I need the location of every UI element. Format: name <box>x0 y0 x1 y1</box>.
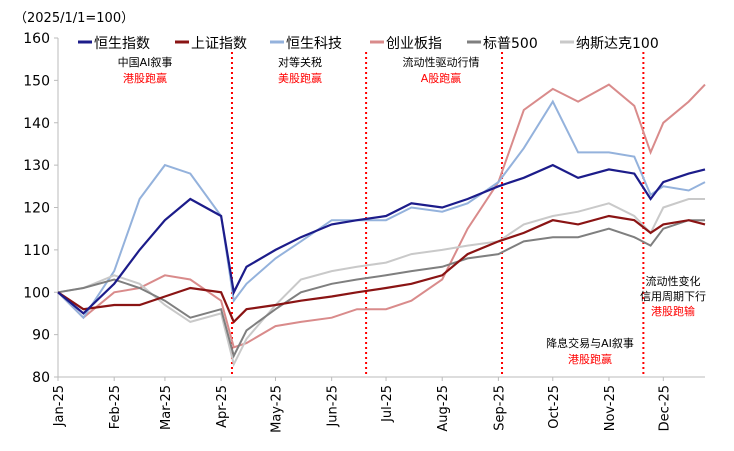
y-tick-label: 130 <box>23 158 50 174</box>
y-tick-label: 150 <box>23 73 50 89</box>
y-tick-label: 100 <box>23 285 50 301</box>
y-tick-label: 110 <box>23 243 50 259</box>
legend-label: 上证指数 <box>191 36 247 52</box>
annotation-text: 对等关税 <box>278 55 322 69</box>
y-tick-label: 80 <box>32 370 50 386</box>
x-tick-label: Nov-25 <box>603 385 618 431</box>
series-line-1 <box>57 214 706 324</box>
annotation-text: 流动性变化 <box>646 274 701 288</box>
x-tick-label: Feb-25 <box>108 385 123 429</box>
x-tick-label: Jul-25 <box>380 385 395 423</box>
annotation-highlight: 港股跑输 <box>651 304 695 318</box>
x-tick-label: Oct-25 <box>547 385 562 429</box>
unit-label: （2025/1/1=100） <box>14 11 134 26</box>
annotation-text: 降息交易与AI叙事 <box>546 336 634 350</box>
legend-label: 恒生科技 <box>286 36 342 52</box>
annotation-text: 信用周期下行 <box>640 290 706 303</box>
series-line-4 <box>57 219 705 359</box>
annotation-highlight: 港股跑赢 <box>568 352 612 366</box>
x-tick-label: Aug-25 <box>436 385 451 432</box>
annotation-text: 中国AI叙事 <box>118 55 173 69</box>
series-line-2 <box>57 99 706 320</box>
series-line-0 <box>57 163 706 315</box>
x-tick-label: May-25 <box>269 385 284 433</box>
x-tick-label: Dec-25 <box>657 385 672 431</box>
x-tick-label: Apr-25 <box>215 385 230 428</box>
x-tick-label: Mar-25 <box>159 385 174 430</box>
series-line-3 <box>57 83 706 349</box>
annotation-highlight: A股跑赢 <box>421 71 462 85</box>
y-tick-label: 160 <box>23 31 50 47</box>
y-tick-label: 120 <box>23 201 50 217</box>
annotation-highlight: 美股跑赢 <box>278 71 322 85</box>
legend-label: 创业板指 <box>386 36 442 52</box>
legend-label: 标普500 <box>483 36 538 52</box>
legend-label: 纳斯达克100 <box>576 36 659 52</box>
annotation-highlight: 港股跑赢 <box>123 71 167 85</box>
y-tick-label: 140 <box>23 116 50 132</box>
y-tick-label: 90 <box>32 328 50 344</box>
annotation-text: 流动性驱动行情 <box>403 55 480 69</box>
x-tick-label: Jan-25 <box>52 385 67 427</box>
x-tick-label: Jun-25 <box>326 385 341 428</box>
x-tick-label: Sep-25 <box>492 385 507 431</box>
legend-label: 恒生指数 <box>94 36 150 52</box>
series-line-5 <box>57 198 705 368</box>
